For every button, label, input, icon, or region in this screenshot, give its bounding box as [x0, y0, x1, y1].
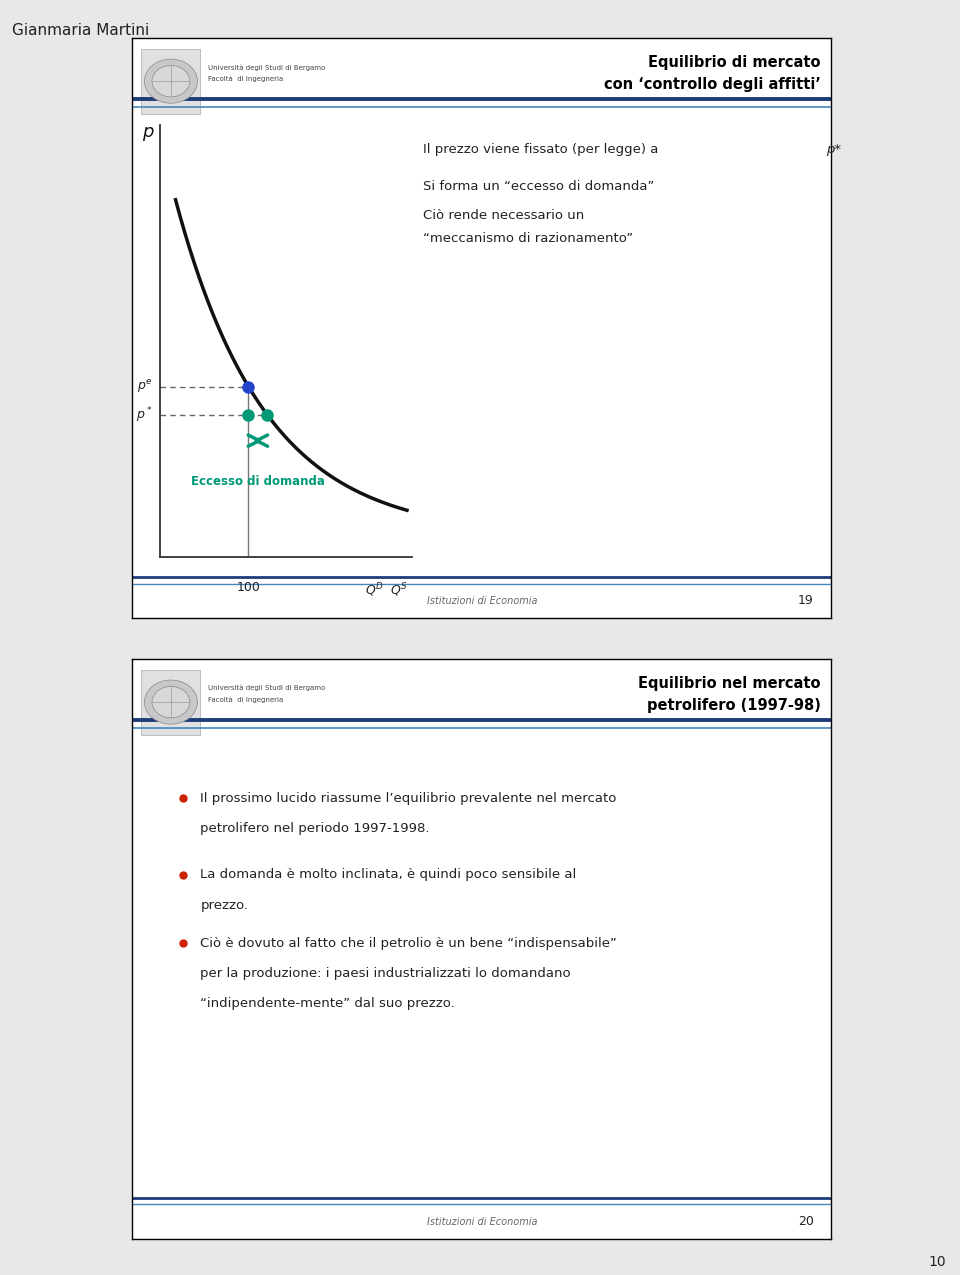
Text: con ‘controllo degli affitti’: con ‘controllo degli affitti’	[604, 78, 821, 92]
Text: “meccanismo di razionamento”: “meccanismo di razionamento”	[422, 232, 633, 245]
Text: Facoltà  di Ingegneria: Facoltà di Ingegneria	[208, 696, 283, 703]
Text: Si forma un “eccesso di domanda”: Si forma un “eccesso di domanda”	[422, 180, 654, 194]
Circle shape	[152, 65, 190, 97]
Text: p*: p*	[827, 143, 842, 156]
Text: Istituzioni di Economia: Istituzioni di Economia	[426, 595, 538, 606]
Text: prezzo.: prezzo.	[201, 899, 249, 912]
Text: Ciò è dovuto al fatto che il petrolio è un bene “indispensabile”: Ciò è dovuto al fatto che il petrolio è …	[201, 937, 617, 950]
Circle shape	[144, 59, 198, 103]
Text: Università degli Studi di Bergamo: Università degli Studi di Bergamo	[208, 64, 325, 70]
Text: Ciò rende necessario un: Ciò rende necessario un	[422, 209, 584, 222]
Text: petrolifero nel periodo 1997-1998.: petrolifero nel periodo 1997-1998.	[201, 822, 430, 835]
Circle shape	[144, 680, 198, 724]
Text: Istituzioni di Economia: Istituzioni di Economia	[426, 1216, 538, 1227]
Text: Equilibrio nel mercato: Equilibrio nel mercato	[638, 676, 821, 691]
FancyBboxPatch shape	[141, 669, 201, 734]
Text: 20: 20	[798, 1215, 814, 1228]
FancyBboxPatch shape	[141, 48, 201, 113]
Text: Il prossimo lucido riassume l’equilibrio prevalente nel mercato: Il prossimo lucido riassume l’equilibrio…	[201, 792, 616, 805]
Text: La domanda è molto inclinata, è quindi poco sensibile al: La domanda è molto inclinata, è quindi p…	[201, 868, 577, 881]
Text: 19: 19	[798, 594, 814, 607]
Text: petrolifero (1997-98): petrolifero (1997-98)	[647, 699, 821, 713]
Text: Equilibrio di mercato: Equilibrio di mercato	[648, 55, 821, 70]
Text: 10: 10	[928, 1255, 946, 1269]
Text: Facoltà  di Ingegneria: Facoltà di Ingegneria	[208, 75, 283, 82]
Text: Gianmaria Martini: Gianmaria Martini	[12, 23, 149, 38]
Text: per la produzione: i paesi industrializzati lo domandano: per la produzione: i paesi industrializz…	[201, 968, 571, 980]
Text: Università degli Studi di Bergamo: Università degli Studi di Bergamo	[208, 685, 325, 691]
Text: “indipendente-mente” dal suo prezzo.: “indipendente-mente” dal suo prezzo.	[201, 997, 455, 1010]
Circle shape	[152, 686, 190, 718]
Text: Il prezzo viene fissato (per legge) a: Il prezzo viene fissato (per legge) a	[422, 143, 662, 156]
